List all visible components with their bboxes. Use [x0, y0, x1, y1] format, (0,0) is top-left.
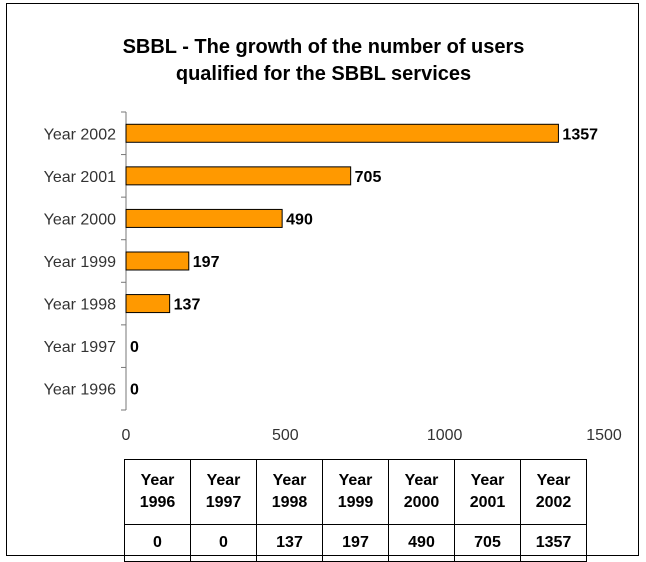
bar: [125, 166, 352, 186]
table-header-text: 2000: [403, 494, 440, 511]
table-header-text: Year: [338, 472, 373, 489]
data-table-value-row: 0 0 137 197 490 705 1357: [124, 524, 587, 562]
y-category-label: Year 2002: [44, 126, 116, 143]
table-header-cell: Year 1999: [322, 459, 389, 525]
table-header-text: Year: [470, 472, 505, 489]
data-table: Year 1996 Year 1997 Year 1998 Year 1999 Year 2000…: [124, 459, 587, 562]
table-header-cell: Year 2002: [520, 459, 587, 525]
table-header-cell: Year 1998: [256, 459, 323, 525]
data-table-header-row: Year 1996 Year 1997 Year 1998 Year 1999 Year 2000…: [124, 459, 587, 525]
table-value-cell: 1357: [520, 524, 587, 562]
bar-value-label: 0: [130, 339, 139, 356]
y-category-label: Year 1996: [44, 382, 116, 399]
table-header-text: Year: [206, 472, 241, 489]
table-header-text: 2001: [469, 494, 506, 511]
table-header-cell: Year 2001: [454, 459, 521, 525]
x-tick-label: 0: [122, 427, 131, 444]
table-value-cell: 137: [256, 524, 323, 562]
bar-value-label: 0: [130, 382, 139, 399]
table-header-text: 2002: [535, 494, 572, 511]
chart-title: SBBL - The growth of the number of users…: [7, 34, 640, 88]
table-header-text: 1997: [205, 494, 242, 511]
table-value-cell: 705: [454, 524, 521, 562]
table-header-cell: Year 1996: [124, 459, 191, 525]
table-value-cell: 490: [388, 524, 455, 562]
y-category-label: Year 2000: [44, 211, 116, 228]
table-header-text: 1998: [271, 494, 308, 511]
bar-value-label: 490: [286, 211, 313, 228]
x-tick-label: 1500: [586, 427, 622, 444]
bar-value-label: 1357: [562, 126, 598, 143]
table-value-cell: 0: [190, 524, 257, 562]
x-tick-label: 500: [272, 427, 299, 444]
table-header-text: 1996: [139, 494, 176, 511]
bar: [125, 294, 171, 314]
y-category-label: Year 1998: [44, 297, 116, 314]
bar-value-label: 705: [355, 169, 382, 186]
bar-chart: 0 500 1000 1500 Year 1996 0 Year 1997 0 Year 199…: [44, 111, 622, 444]
table-header-cell: Year 2000: [388, 459, 455, 525]
chart-title-line-1: SBBL - The growth of the number of users: [122, 36, 525, 58]
bar-value-label: 137: [174, 297, 201, 314]
table-header-text: Year: [536, 472, 571, 489]
y-category-label: Year 1999: [44, 254, 116, 271]
bar: [125, 208, 283, 228]
table-value-cell: 0: [124, 524, 191, 562]
bar: [125, 123, 559, 143]
x-tick-label: 1000: [427, 427, 463, 444]
table-value-cell: 197: [322, 524, 389, 562]
table-header-cell: Year 1997: [190, 459, 257, 525]
table-header-text: Year: [140, 472, 175, 489]
bar-value-label: 197: [193, 254, 220, 271]
table-header-text: 1999: [337, 494, 374, 511]
y-category-label: Year 1997: [44, 339, 116, 356]
bar: [125, 251, 190, 271]
y-category-label: Year 2001: [44, 169, 116, 186]
table-header-text: Year: [272, 472, 307, 489]
table-header-text: Year: [404, 472, 439, 489]
chart-title-line-2: qualified for the SBBL services: [175, 63, 472, 85]
